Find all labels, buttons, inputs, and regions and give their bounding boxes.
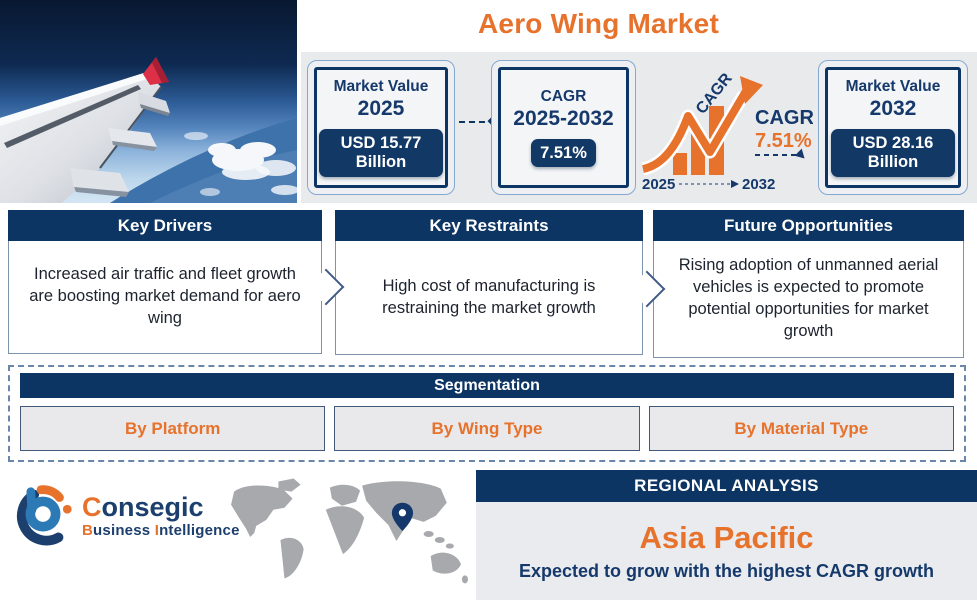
market-value-2025-box: Market Value 2025 USD 15.77 Billion xyxy=(307,60,455,195)
regional-analysis-header: REGIONAL ANALYSIS xyxy=(476,470,977,502)
brand-tagline: Business Intelligence xyxy=(82,521,240,539)
arrow-head xyxy=(740,76,763,104)
brand-name: Consegic xyxy=(82,492,204,523)
market-value-2032-year: 2032 xyxy=(869,97,917,121)
segmentation-header: Segmentation xyxy=(20,373,954,398)
key-restraints-text: High cost of manufacturing is restrainin… xyxy=(335,241,643,355)
side-cagr-value: 7.51% xyxy=(755,130,812,152)
regional-subtitle: Expected to grow with the highest CAGR g… xyxy=(518,561,934,581)
cagr-value: 7.51% xyxy=(531,138,596,168)
market-value-2032-box: Market Value 2032 USD 28.16 Billion xyxy=(818,60,968,195)
cagr-period: 2025-2032 xyxy=(513,106,614,130)
future-opportunities-section: Future Opportunities Rising adoption of … xyxy=(653,210,964,358)
world-map xyxy=(231,478,468,584)
segmentation-section: Segmentation By Platform By Wing Type By… xyxy=(8,365,966,462)
market-value-2032-label: Market Value xyxy=(845,78,941,96)
market-value-2025-year: 2025 xyxy=(357,97,405,121)
airplane-wing-photo xyxy=(0,0,297,203)
cagr-label: CAGR xyxy=(540,87,587,105)
future-opportunities-text: Rising adoption of unmanned aerial vehic… xyxy=(653,241,964,358)
key-restraints-header: Key Restraints xyxy=(335,210,643,241)
consegic-logo-mark xyxy=(16,485,72,546)
key-drivers-header: Key Drivers xyxy=(8,210,322,241)
regional-region: Asia Pacific xyxy=(639,520,814,555)
page-title: Aero Wing Market xyxy=(478,8,719,39)
clouds xyxy=(0,125,297,196)
cagr-box: CAGR 2025-2032 7.51% xyxy=(491,60,636,195)
key-restraints-section: Key Restraints High cost of manufacturin… xyxy=(335,210,643,355)
segment-by-platform: By Platform xyxy=(20,406,326,451)
future-opportunities-header: Future Opportunities xyxy=(653,210,964,241)
market-value-2032-amount: USD 28.16 Billion xyxy=(831,129,955,177)
location-pin-icon xyxy=(391,502,414,531)
dashed-connector-arrow xyxy=(459,114,496,127)
market-value-2025-label: Market Value xyxy=(333,78,429,96)
regional-analysis-section: REGIONAL ANALYSIS Asia Pacific Expected … xyxy=(476,470,977,600)
key-drivers-section: Key Drivers Increased air traffic and fl… xyxy=(8,210,322,354)
side-cagr-label: CAGR xyxy=(755,107,813,129)
growth-chart-arrow-icon: CAGR CAGR 7.51% 2025 2032 xyxy=(641,70,813,193)
year-start-label: 2025 xyxy=(642,176,675,193)
year-end-label: 2032 xyxy=(742,176,775,193)
segment-by-material-type: By Material Type xyxy=(648,406,954,451)
market-value-2025-amount: USD 15.77 Billion xyxy=(319,129,443,177)
key-drivers-text: Increased air traffic and fleet growth a… xyxy=(8,241,322,354)
consegic-brand: Consegic Business Intelligence xyxy=(8,480,240,552)
segment-by-wing-type: By Wing Type xyxy=(334,406,640,451)
